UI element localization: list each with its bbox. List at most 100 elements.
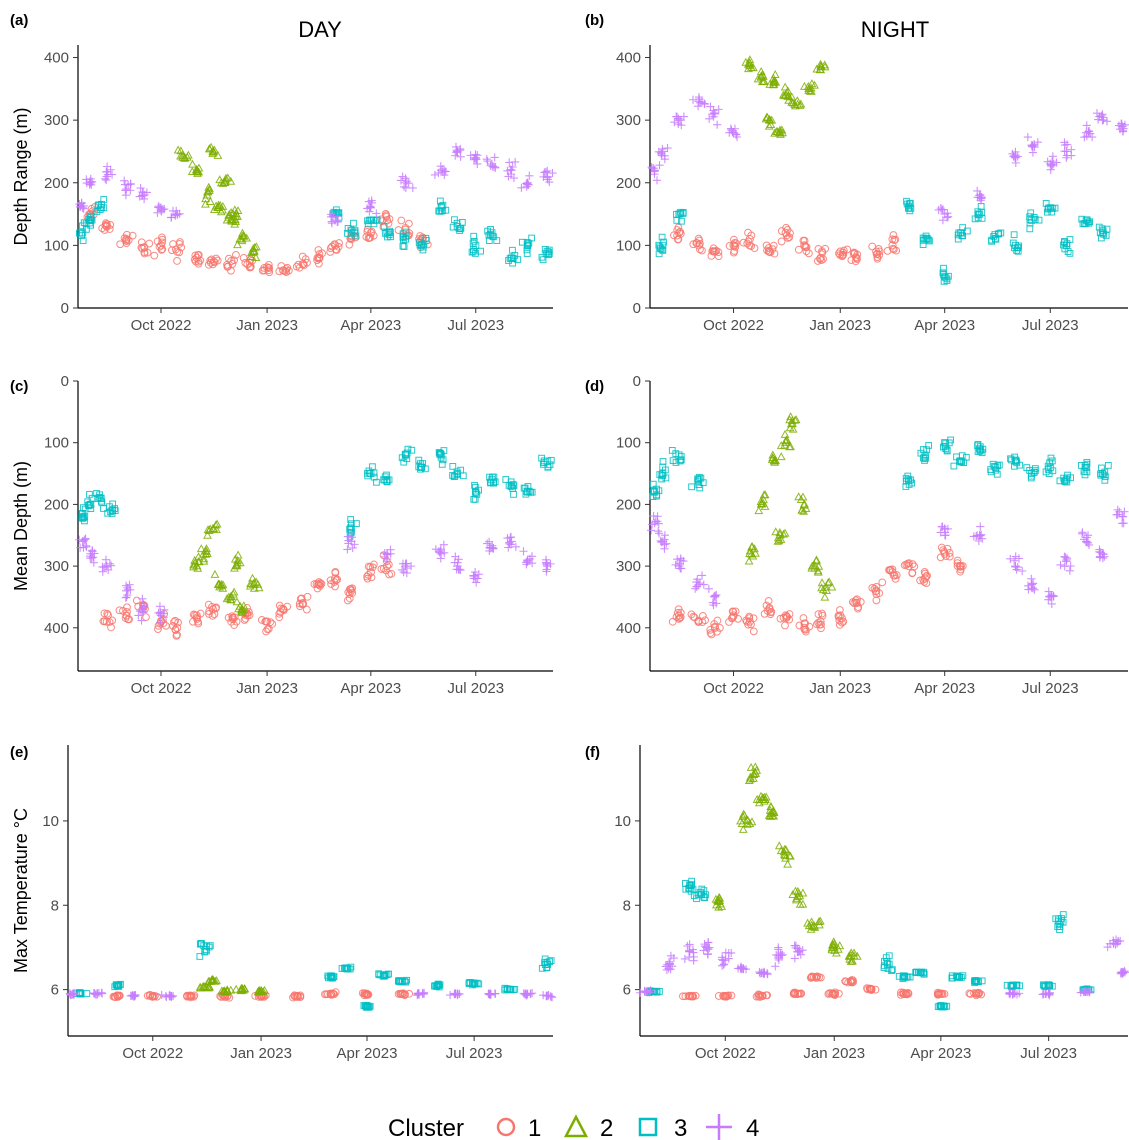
data-point <box>671 560 680 569</box>
data-point <box>795 899 805 908</box>
data-point <box>743 617 751 626</box>
data-point <box>828 989 837 998</box>
x-tick-label: Apr 2023 <box>340 317 401 334</box>
data-point <box>688 991 697 1000</box>
series-2 <box>173 142 261 262</box>
data-point <box>435 983 443 991</box>
y-tick-label: 300 <box>44 558 69 575</box>
data-point <box>987 466 995 474</box>
data-point <box>222 215 232 224</box>
data-point <box>698 246 706 255</box>
data-point <box>82 175 91 184</box>
data-point <box>439 456 447 464</box>
data-point <box>347 528 355 536</box>
data-point <box>1101 468 1109 476</box>
data-point <box>108 616 117 625</box>
data-point <box>366 563 375 571</box>
series-3 <box>655 197 1111 285</box>
data-point <box>688 877 696 885</box>
data-point <box>1029 579 1038 588</box>
series-4 <box>74 529 555 627</box>
data-point <box>434 981 442 989</box>
data-point <box>326 576 335 585</box>
data-point <box>938 216 947 225</box>
data-point <box>902 990 910 999</box>
data-point <box>647 520 657 529</box>
data-point <box>106 221 115 229</box>
series-1 <box>679 972 986 1001</box>
data-point <box>94 202 102 210</box>
data-point <box>422 237 430 244</box>
data-point <box>363 225 372 234</box>
data-point <box>792 893 801 902</box>
data-point <box>418 463 425 471</box>
data-point <box>372 209 381 218</box>
data-point <box>872 596 881 605</box>
data-point <box>233 240 242 249</box>
data-point <box>709 106 718 115</box>
data-point <box>1013 247 1021 254</box>
data-point <box>713 895 723 904</box>
data-point <box>154 203 163 212</box>
y-tick-label: 200 <box>616 496 641 513</box>
data-point <box>1117 119 1126 128</box>
data-point <box>738 824 748 833</box>
data-point <box>174 618 182 627</box>
x-tick-label: Oct 2022 <box>122 1045 183 1062</box>
data-point <box>882 954 890 961</box>
data-point <box>232 251 240 259</box>
data-point <box>835 616 844 625</box>
data-point <box>542 565 551 574</box>
data-point <box>799 506 808 515</box>
data-point <box>449 472 456 479</box>
data-point <box>774 128 784 137</box>
data-point <box>89 558 98 567</box>
data-point <box>1005 990 1015 999</box>
data-point <box>937 522 946 531</box>
data-point <box>865 984 874 993</box>
data-point <box>1006 554 1015 563</box>
data-point <box>1031 467 1039 474</box>
data-point <box>1081 471 1089 479</box>
data-point <box>313 584 322 593</box>
data-point <box>366 469 373 477</box>
data-point <box>1041 989 1050 998</box>
data-point <box>193 563 203 572</box>
data-point <box>438 202 445 210</box>
data-point <box>456 227 464 234</box>
data-point <box>1067 145 1076 154</box>
data-point <box>1010 556 1019 565</box>
data-point <box>380 222 388 230</box>
data-point <box>434 168 443 178</box>
data-point <box>801 242 810 250</box>
data-point <box>710 591 720 600</box>
data-point <box>398 172 407 181</box>
data-point <box>1099 227 1107 235</box>
data-point <box>919 241 927 248</box>
data-point <box>688 483 695 491</box>
data-point <box>827 582 837 591</box>
data-point <box>801 504 811 513</box>
y-tick-label: 200 <box>616 175 641 192</box>
data-point <box>522 182 531 191</box>
data-point <box>786 412 796 421</box>
y-tick-label: 100 <box>616 435 641 452</box>
data-point <box>971 977 979 985</box>
data-point <box>770 128 780 137</box>
data-point <box>251 253 261 262</box>
data-point <box>781 621 789 630</box>
y-axis-label: Max Temperature °C <box>11 808 31 973</box>
data-point <box>900 561 909 570</box>
data-point <box>230 563 239 572</box>
data-point <box>100 609 109 618</box>
data-point <box>1082 121 1091 130</box>
data-point <box>333 217 342 227</box>
data-point <box>813 566 823 575</box>
data-point <box>907 476 915 484</box>
data-point <box>379 972 387 980</box>
series-4 <box>65 988 557 1002</box>
data-point <box>172 631 181 640</box>
data-point <box>696 245 704 254</box>
data-point <box>103 609 112 618</box>
data-point <box>745 612 754 621</box>
